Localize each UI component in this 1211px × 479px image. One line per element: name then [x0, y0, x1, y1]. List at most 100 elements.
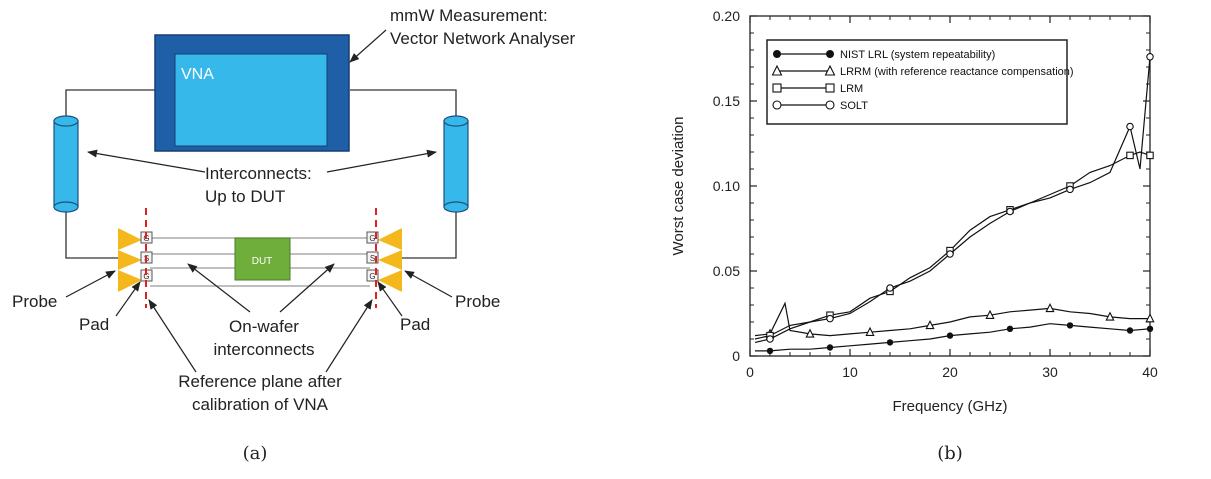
marker-open-square: [1146, 151, 1154, 160]
interconnects-arrow-left: [87, 149, 206, 173]
onwafer-label-line1: On-wafer: [229, 317, 299, 336]
marker-open-circle: [826, 314, 834, 323]
marker-open-triangle: [985, 309, 995, 319]
series-line-0: [755, 322, 1154, 355]
series-layer: [754, 53, 1155, 355]
wire-left: [65, 89, 155, 118]
marker-open-circle: [1146, 53, 1154, 61]
vna-label: VNA: [181, 66, 214, 83]
marker-filled-circle: [766, 347, 774, 355]
marker-open-triangle: [865, 326, 875, 336]
pads-right: G S G: [366, 231, 379, 282]
pad-label-left: Pad: [79, 315, 109, 334]
probe-left: [118, 228, 142, 292]
y-axis-label: Worst case deviation: [670, 117, 687, 256]
pad-label-right: Pad: [400, 315, 430, 334]
vna-annotation-line1: mmW Measurement:: [390, 6, 548, 25]
series-path: [754, 56, 1151, 343]
y-tick-label: 0.05: [713, 263, 740, 279]
marker-open-circle: [946, 250, 954, 258]
axis-ticks: 0 10 20 30 40 0 0.05 0.10 0.15 0.20: [713, 8, 1158, 380]
marker-open-circle: [772, 100, 782, 110]
marker-filled-circle: [946, 332, 954, 339]
marker-open-circle: [766, 335, 774, 343]
legend-item-0: NIST LRL (system repeatability): [773, 49, 995, 61]
probe-label-left: Probe: [12, 292, 57, 311]
marker-filled-circle: [826, 344, 834, 351]
refplane-arrow-left: [148, 299, 197, 373]
pad-letter-left-3: G: [143, 272, 149, 281]
series-path: [754, 301, 1150, 337]
marker-open-triangle: [805, 328, 815, 338]
x-tick-label: 0: [746, 364, 754, 380]
pad-letter-right-3: G: [369, 272, 375, 281]
vna-screen: [174, 53, 328, 147]
marker-open-circle: [825, 100, 835, 110]
y-tick-label: 0.15: [713, 93, 740, 109]
y-tick-label: 0: [732, 348, 740, 364]
vna-annotation-arrow: [349, 29, 387, 63]
y-tick-label: 0.10: [713, 178, 740, 194]
marker-open-circle: [1066, 185, 1074, 194]
legend-label: SOLT: [840, 100, 868, 112]
series-path: [754, 151, 1151, 340]
marker-open-circle: [1006, 207, 1014, 216]
wire-left-bottom: [65, 208, 128, 259]
interconnects-label-line2: Up to DUT: [205, 187, 285, 206]
marker-open-triangle: [1145, 313, 1155, 323]
legend-label: LRM: [840, 83, 863, 95]
onwafer-label-line2: interconnects: [213, 340, 314, 359]
dut-box: [234, 237, 291, 281]
vna-annotation-line2: Vector Network Analyser: [390, 29, 576, 48]
marker-open-triangle: [771, 64, 783, 76]
interconnect-cylinder-left: [53, 115, 79, 213]
probe-arrow-left: [65, 270, 116, 298]
onwafer-arrow-right: [279, 263, 335, 313]
legend-item-1: LRRM (with reference reactance compensat…: [771, 64, 1074, 78]
series-line-2: [754, 151, 1154, 340]
wire-right: [350, 89, 457, 118]
marker-open-circle: [1126, 122, 1134, 131]
marker-open-square: [825, 83, 835, 93]
marker-open-triangle: [824, 64, 836, 76]
marker-open-triangle: [925, 319, 935, 330]
marker-filled-circle: [1126, 327, 1134, 334]
interconnect-cylinder-right: [443, 115, 469, 213]
refplane-label-line2: calibration of VNA: [192, 395, 329, 414]
wire-right-bottom: [396, 208, 457, 259]
legend-label: NIST LRL (system repeatability): [840, 49, 995, 61]
dut-label: DUT: [252, 256, 273, 267]
marker-filled-circle: [1146, 325, 1154, 332]
x-axis-label: Frequency (GHz): [892, 398, 1007, 415]
marker-filled-circle: [773, 50, 781, 58]
pad-arrow-left: [115, 281, 141, 317]
legend-label: LRRM (with reference reactance compensat…: [840, 66, 1074, 78]
marker-filled-circle: [886, 339, 894, 346]
marker-filled-circle: [826, 50, 834, 58]
marker-open-triangle: [1105, 311, 1115, 321]
legend-item-2: LRM: [772, 83, 863, 95]
series-line-3: [754, 53, 1154, 343]
onwafer-arrow-left: [187, 263, 251, 313]
refplane-label-line1: Reference plane after: [178, 372, 342, 391]
diagram-a: VNA mmW Measurement: Vector Network Anal…: [12, 6, 576, 464]
x-tick-label: 20: [942, 364, 958, 380]
marker-filled-circle: [1066, 322, 1074, 329]
chart-b: 0 10 20 30 40 0 0.05 0.10 0.15 0.20 NIST LRL (sys…: [670, 8, 1158, 464]
marker-open-square: [1126, 151, 1134, 160]
x-tick-label: 30: [1042, 364, 1058, 380]
marker-open-circle: [886, 284, 894, 292]
interconnects-arrow-right: [326, 149, 437, 173]
refplane-arrow-right: [325, 299, 373, 373]
pad-letter-right-1: G: [369, 234, 375, 243]
caption-a: (a): [243, 443, 268, 464]
probe-right: [378, 228, 402, 292]
y-tick-label: 0.20: [713, 8, 740, 24]
marker-open-triangle: [1045, 302, 1055, 313]
marker-filled-circle: [1006, 325, 1014, 332]
caption-b: (b): [937, 443, 963, 464]
x-tick-label: 40: [1142, 364, 1158, 380]
legend-item-3: SOLT: [772, 100, 868, 112]
pad-arrow-right: [377, 281, 403, 317]
